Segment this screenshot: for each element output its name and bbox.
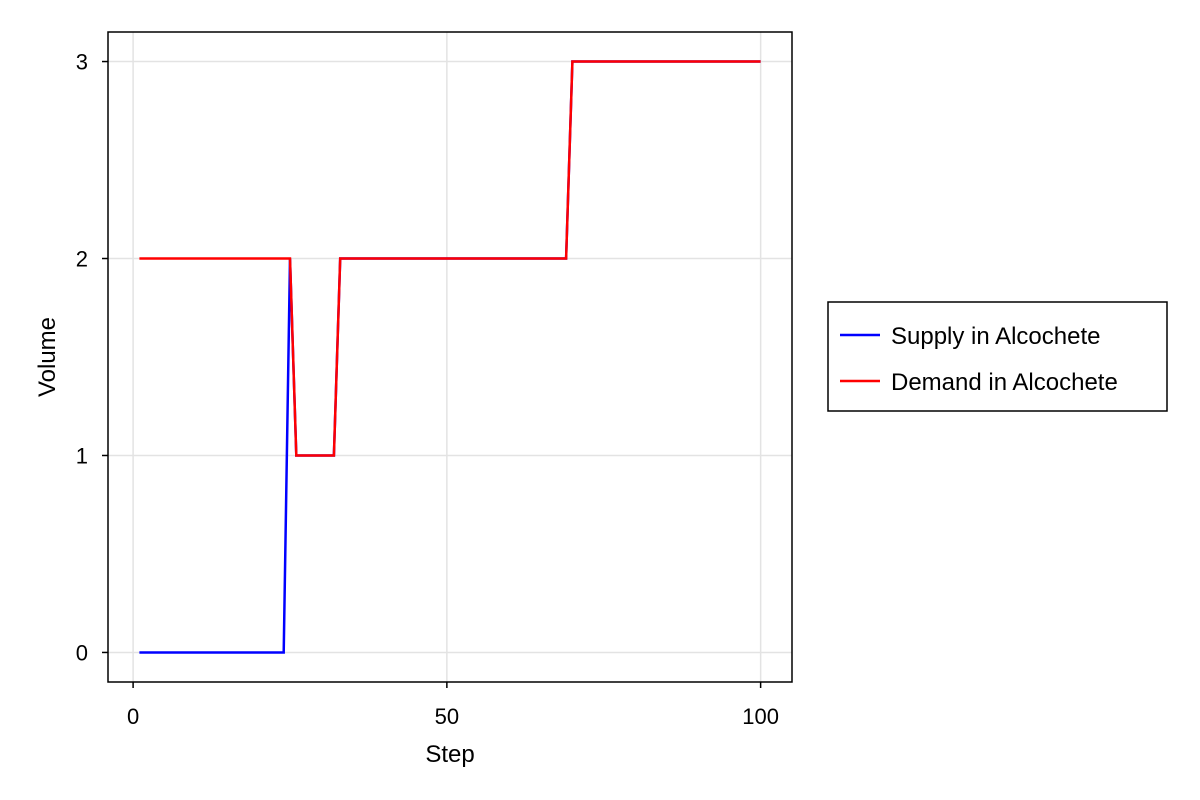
x-axis-label: Step: [425, 741, 474, 768]
legend-label-supply: Supply in Alcochete: [891, 323, 1100, 350]
x-tick-label: 100: [742, 704, 779, 729]
series-lines: [139, 60, 761, 654]
x-ticks: 0 50 100: [127, 682, 779, 729]
y-tick-label: 0: [76, 640, 88, 665]
grid: [108, 32, 792, 682]
y-ticks: 0 1 2 3: [76, 50, 108, 665]
y-tick-label: 1: [76, 443, 88, 468]
series-line-demand: [139, 60, 761, 457]
x-tick-label: 50: [435, 704, 459, 729]
y-tick-label: 3: [76, 50, 88, 75]
legend-label-demand: Demand in Alcochete: [891, 369, 1118, 396]
y-tick-label: 2: [76, 247, 88, 272]
plot-frame: [107, 31, 793, 683]
legend-box: [827, 301, 1168, 412]
x-tick-label: 0: [127, 704, 139, 729]
series-line-supply: [139, 60, 761, 654]
legend: Supply in Alcochete Demand in Alcochete: [827, 301, 1168, 412]
y-axis-label: Volume: [34, 317, 61, 397]
